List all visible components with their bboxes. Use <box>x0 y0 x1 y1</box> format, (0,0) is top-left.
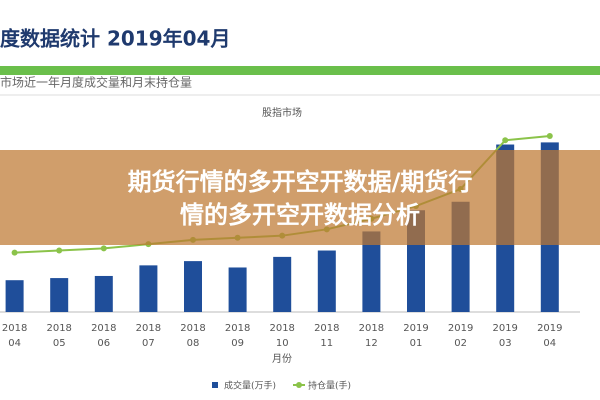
x-tick-label: 2018 09 <box>225 323 250 349</box>
bar <box>273 256 292 312</box>
x-tick-label: 2018 12 <box>359 323 384 349</box>
overlay-line: 期货行情的多开空开数据/期货行 <box>128 168 473 196</box>
header-band <box>0 66 600 75</box>
x-tick-line: 06 <box>97 338 110 349</box>
chart-title: 度数据统计 2019年04月 <box>0 27 230 51</box>
line-point <box>546 133 553 140</box>
x-tick-line: 2018 <box>2 323 27 334</box>
bar <box>139 265 158 312</box>
x-tick-line: 02 <box>454 338 467 349</box>
x-tick-line: 03 <box>499 338 512 349</box>
bar <box>50 278 69 312</box>
bar <box>362 231 381 312</box>
x-tick-line: 04 <box>8 338 21 349</box>
bar <box>5 280 24 312</box>
x-tick-label: 2019 02 <box>448 323 473 349</box>
x-tick-line: 2018 <box>136 323 161 334</box>
legend-swatch <box>296 382 302 388</box>
x-tick-line: 12 <box>365 338 378 349</box>
x-tick-line: 09 <box>231 338 244 349</box>
x-tick-label: 2018 05 <box>46 323 71 349</box>
x-tick-line: 05 <box>53 338 66 349</box>
x-tick-label: 2019 01 <box>403 323 428 349</box>
x-tick-line: 08 <box>187 338 200 349</box>
x-tick-label: 2018 10 <box>269 323 294 349</box>
x-tick-line: 2019 <box>537 323 562 334</box>
x-tick-label: 2018 11 <box>314 323 339 349</box>
line-point <box>11 249 18 256</box>
x-axis-label: 月份 <box>272 353 292 365</box>
line-point <box>56 247 63 254</box>
x-tick-line: 2018 <box>314 323 339 334</box>
x-tick-line: 2018 <box>180 323 205 334</box>
bar <box>228 267 247 312</box>
legend-swatch <box>212 382 218 388</box>
chart-subtitle: 市场近一年月度成交量和月末持仓量 <box>0 75 192 90</box>
x-tick-line: 10 <box>276 338 289 349</box>
line-point <box>100 245 107 252</box>
line-point <box>502 137 509 144</box>
plot-title: 股指市场 <box>262 106 302 119</box>
x-tick-line: 2019 <box>448 323 473 334</box>
x-tick-line: 2018 <box>225 323 250 334</box>
x-tick-line: 2018 <box>91 323 116 334</box>
legend: 成交量(万手) 持仓量(手) <box>212 380 351 392</box>
x-tick-line: 11 <box>320 338 333 349</box>
bar <box>184 261 202 312</box>
marks <box>5 133 559 312</box>
overlay-band <box>0 150 600 245</box>
legend-label: 成交量(万手) <box>224 380 276 392</box>
x-tick-label: 2018 07 <box>136 323 161 349</box>
x-tick-label: 2018 04 <box>2 323 27 349</box>
x-tick-line: 01 <box>410 338 423 349</box>
x-tick-line: 2018 <box>269 323 294 334</box>
x-tick-line: 07 <box>142 338 155 349</box>
x-tick-line: 2019 <box>403 323 428 334</box>
x-tick-line: 2019 <box>492 323 517 334</box>
x-tick-label: 2018 06 <box>91 323 116 349</box>
x-tick-label: 2019 04 <box>537 323 562 349</box>
x-tick-label: 2018 08 <box>180 323 205 349</box>
x-tick-line: 04 <box>543 338 556 349</box>
x-tick-label: 2019 03 <box>492 323 517 349</box>
x-tick-line: 2018 <box>46 323 71 334</box>
legend-label: 持仓量(手) <box>308 380 351 392</box>
bar <box>94 275 113 312</box>
bar <box>317 250 336 312</box>
overlay-line: 情的多开空开数据分析 <box>180 201 420 229</box>
x-tick-line: 2018 <box>359 323 384 334</box>
overlay-text: 期货行情的多开空开数据/期货行情的多开空开数据分析 <box>128 168 473 229</box>
